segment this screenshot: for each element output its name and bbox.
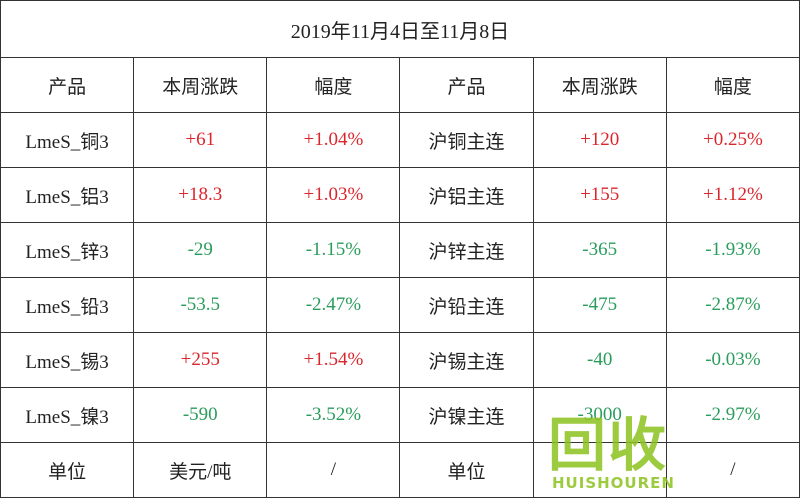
header-row-cell: 幅度: [266, 57, 401, 113]
data-row: LmeS_铅3 -53.5 -2.47% 沪铅主连 -475 -2.87%: [0, 277, 800, 333]
data-row-cell: 沪锡主连: [399, 332, 534, 388]
footer-row-cell: 美元/吨: [133, 442, 268, 498]
header-row-cell: 本周涨跌: [532, 57, 667, 113]
data-row-cell: LmeS_镍3: [0, 387, 135, 443]
data-row: LmeS_镍3 -590 -3.52% 沪镍主连 -3000 -2.97%: [0, 387, 800, 443]
footer-row-cell: /: [266, 442, 401, 498]
data-row-cell: -0.03%: [665, 332, 800, 388]
table-title: 2019年11月4日至11月8日: [0, 0, 800, 58]
data-row-cell: LmeS_铜3: [0, 112, 135, 168]
header-row: 产品 本周涨跌 幅度 产品 本周涨跌 幅度: [0, 57, 800, 113]
data-row-cell: -3000: [532, 387, 667, 443]
data-row-cell: -1.15%: [266, 222, 401, 278]
footer-row: 单位 美元/吨 / 单位 /: [0, 442, 800, 498]
data-row-cell: 沪铅主连: [399, 277, 534, 333]
footer-row-cell: [532, 442, 667, 498]
data-row: LmeS_铜3 +61 +1.04% 沪铜主连 +120 +0.25%: [0, 112, 800, 168]
data-row-cell: -475: [532, 277, 667, 333]
footer-row-cell: 单位: [0, 442, 135, 498]
data-row-cell: LmeS_铅3: [0, 277, 135, 333]
data-row-cell: +1.12%: [665, 167, 800, 223]
data-row-cell: -29: [133, 222, 268, 278]
data-row-cell: LmeS_铝3: [0, 167, 135, 223]
title-row: 2019年11月4日至11月8日: [0, 0, 800, 58]
footer-row-cell: /: [665, 442, 800, 498]
data-row-cell: 沪锌主连: [399, 222, 534, 278]
data-row-cell: +1.03%: [266, 167, 401, 223]
data-row-cell: 沪镍主连: [399, 387, 534, 443]
data-row-cell: +1.54%: [266, 332, 401, 388]
data-row-cell: -53.5: [133, 277, 268, 333]
data-row-cell: -2.47%: [266, 277, 401, 333]
header-row-cell: 产品: [0, 57, 135, 113]
data-row-cell: +155: [532, 167, 667, 223]
data-row-cell: +255: [133, 332, 268, 388]
data-row-cell: LmeS_锌3: [0, 222, 135, 278]
data-row-cell: -3.52%: [266, 387, 401, 443]
data-row-cell: -1.93%: [665, 222, 800, 278]
data-row-cell: 沪铝主连: [399, 167, 534, 223]
data-row-cell: +0.25%: [665, 112, 800, 168]
data-row: LmeS_锌3 -29 -1.15% 沪锌主连 -365 -1.93%: [0, 222, 800, 278]
data-row: LmeS_铝3 +18.3 +1.03% 沪铝主连 +155 +1.12%: [0, 167, 800, 223]
header-row-cell: 幅度: [665, 57, 800, 113]
data-row-cell: LmeS_锡3: [0, 332, 135, 388]
data-row-cell: +61: [133, 112, 268, 168]
data-row-cell: 沪铜主连: [399, 112, 534, 168]
data-row-cell: -590: [133, 387, 268, 443]
header-row-cell: 产品: [399, 57, 534, 113]
data-row-cell: -40: [532, 332, 667, 388]
data-row: LmeS_锡3 +255 +1.54% 沪锡主连 -40 -0.03%: [0, 332, 800, 388]
footer-row-cell: 单位: [399, 442, 534, 498]
data-row-cell: +1.04%: [266, 112, 401, 168]
data-row-cell: +120: [532, 112, 667, 168]
data-row-cell: -365: [532, 222, 667, 278]
header-row-cell: 本周涨跌: [133, 57, 268, 113]
data-row-cell: -2.97%: [665, 387, 800, 443]
data-row-cell: -2.87%: [665, 277, 800, 333]
data-row-cell: +18.3: [133, 167, 268, 223]
